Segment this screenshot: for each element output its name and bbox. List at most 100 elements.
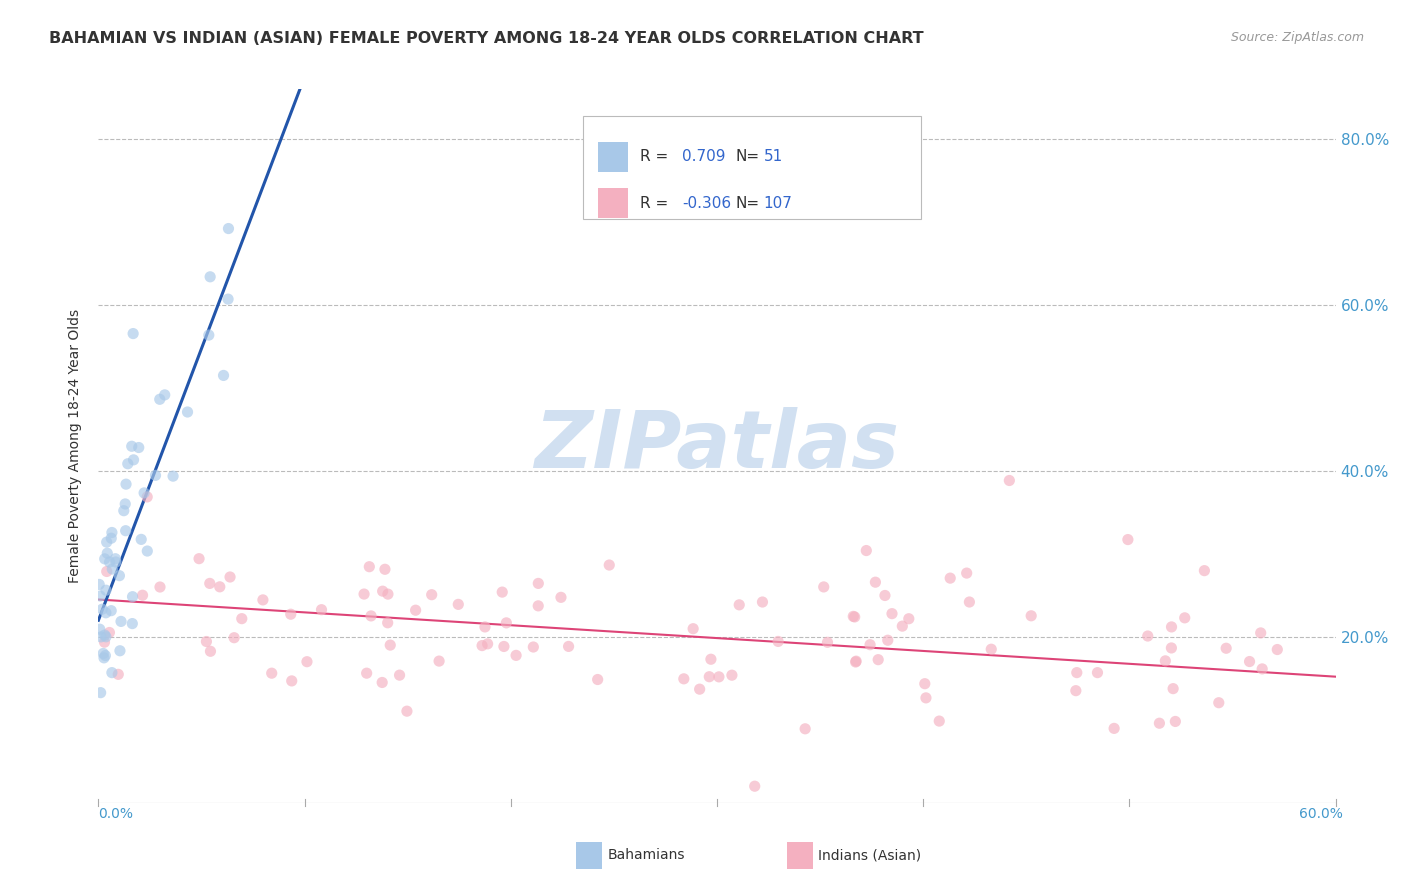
- Text: BAHAMIAN VS INDIAN (ASIAN) FEMALE POVERTY AMONG 18-24 YEAR OLDS CORRELATION CHAR: BAHAMIAN VS INDIAN (ASIAN) FEMALE POVERT…: [49, 31, 924, 46]
- Point: [891, 619, 914, 633]
- Point: [1136, 629, 1159, 643]
- Point: [980, 642, 1002, 657]
- Point: [845, 654, 868, 668]
- Point: [128, 441, 150, 455]
- Point: [842, 609, 865, 624]
- Point: [1019, 608, 1042, 623]
- Point: [876, 633, 898, 648]
- Point: [122, 453, 145, 467]
- Point: [1066, 665, 1088, 680]
- Point: [252, 593, 274, 607]
- Point: [495, 615, 517, 630]
- Point: [897, 612, 920, 626]
- Point: [114, 524, 136, 538]
- Point: [96, 546, 118, 560]
- Point: [121, 590, 143, 604]
- Point: [880, 607, 903, 621]
- Point: [1116, 533, 1139, 547]
- Point: [280, 607, 302, 622]
- Point: [700, 652, 723, 666]
- Point: [751, 595, 773, 609]
- Point: [477, 637, 499, 651]
- Point: [89, 589, 111, 603]
- Point: [110, 615, 132, 629]
- Y-axis label: Female Poverty Among 18-24 Year Olds: Female Poverty Among 18-24 Year Olds: [69, 309, 83, 583]
- Point: [794, 722, 817, 736]
- Point: [474, 620, 496, 634]
- Point: [96, 535, 118, 549]
- Point: [1239, 655, 1261, 669]
- Point: [112, 504, 135, 518]
- Point: [855, 543, 877, 558]
- Point: [405, 603, 427, 617]
- Point: [153, 388, 176, 402]
- Point: [98, 625, 121, 640]
- Point: [492, 640, 515, 654]
- Point: [527, 599, 550, 613]
- Point: [198, 328, 221, 343]
- Point: [689, 682, 711, 697]
- Point: [212, 368, 235, 383]
- Point: [149, 580, 172, 594]
- Point: [845, 655, 868, 669]
- Point: [94, 630, 117, 644]
- Text: 60.0%: 60.0%: [1299, 807, 1343, 822]
- Point: [134, 486, 156, 500]
- Point: [107, 667, 129, 681]
- Point: [90, 630, 112, 644]
- Point: [427, 654, 450, 668]
- Point: [1160, 640, 1182, 655]
- Point: [928, 714, 950, 728]
- Point: [104, 555, 127, 569]
- Point: [550, 591, 572, 605]
- Point: [100, 531, 122, 545]
- Text: Bahamians: Bahamians: [607, 848, 685, 863]
- Point: [1149, 716, 1171, 731]
- Point: [101, 562, 124, 576]
- Point: [721, 668, 744, 682]
- Point: [149, 392, 172, 407]
- Point: [682, 622, 704, 636]
- Point: [93, 552, 115, 566]
- Text: R =: R =: [640, 195, 673, 211]
- Point: [380, 638, 402, 652]
- Point: [198, 576, 221, 591]
- Point: [527, 576, 550, 591]
- Text: 107: 107: [763, 195, 793, 211]
- Point: [956, 566, 979, 580]
- Point: [176, 405, 198, 419]
- Point: [101, 525, 124, 540]
- Text: N=: N=: [735, 150, 759, 164]
- Point: [1087, 665, 1109, 680]
- Point: [447, 598, 470, 612]
- Point: [93, 628, 115, 642]
- Point: [100, 604, 122, 618]
- Point: [93, 635, 115, 649]
- Point: [1174, 611, 1197, 625]
- Point: [1102, 722, 1125, 736]
- Point: [108, 568, 131, 582]
- Point: [217, 292, 239, 306]
- Point: [91, 647, 114, 661]
- Point: [91, 602, 114, 616]
- Point: [131, 588, 153, 602]
- Point: [217, 221, 239, 235]
- Point: [505, 648, 527, 663]
- Point: [371, 675, 394, 690]
- Point: [280, 673, 302, 688]
- Point: [311, 603, 333, 617]
- Point: [388, 668, 411, 682]
- Point: [957, 595, 980, 609]
- Point: [195, 634, 218, 648]
- Point: [101, 665, 124, 680]
- Point: [873, 589, 896, 603]
- Point: [129, 533, 152, 547]
- Point: [136, 490, 159, 504]
- Text: Source: ZipAtlas.com: Source: ZipAtlas.com: [1230, 31, 1364, 45]
- Point: [104, 551, 127, 566]
- Point: [115, 477, 138, 491]
- Point: [471, 639, 494, 653]
- Text: R =: R =: [640, 150, 673, 164]
- Point: [360, 608, 382, 623]
- Text: -0.306: -0.306: [682, 195, 731, 211]
